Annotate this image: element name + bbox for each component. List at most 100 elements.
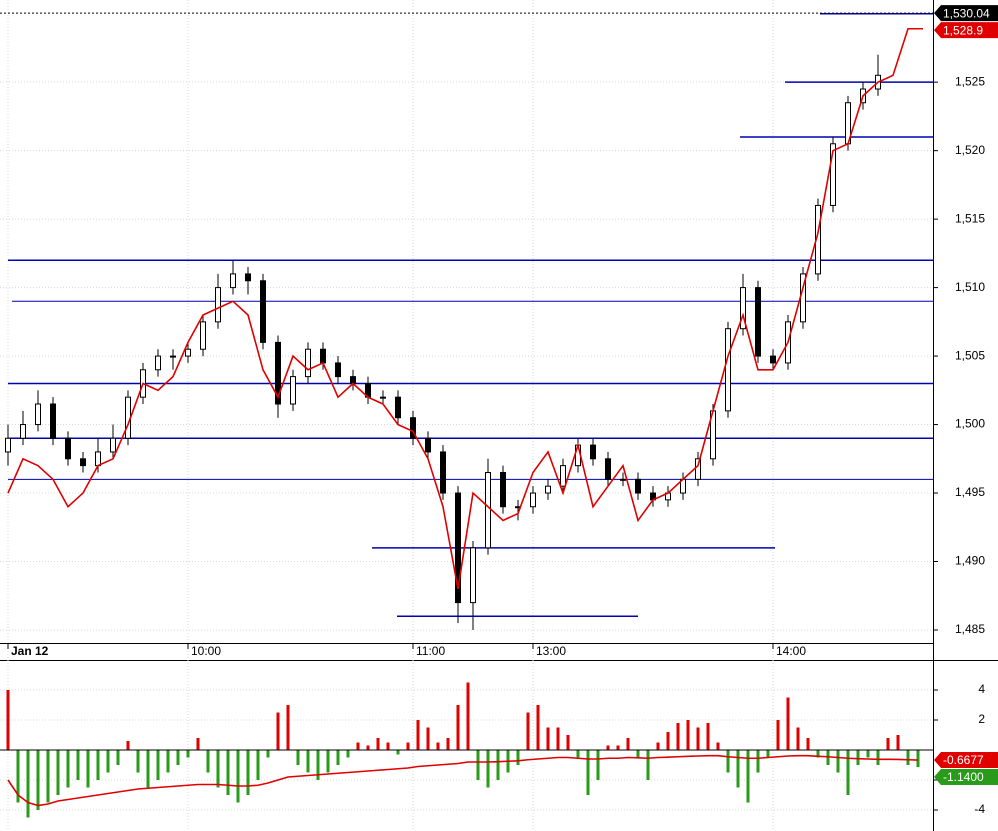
y-tick-label: 1,520 — [955, 143, 985, 157]
candle-body — [5, 437, 11, 453]
bar — [56, 750, 60, 795]
bar — [846, 750, 850, 795]
y-tick-label: 1,485 — [955, 622, 985, 636]
bar — [396, 750, 400, 755]
bar — [286, 705, 290, 750]
bar — [646, 750, 650, 780]
bar — [746, 750, 750, 803]
bar — [526, 712, 530, 750]
bar — [466, 682, 470, 750]
bar — [46, 750, 50, 803]
bar — [196, 738, 200, 750]
x-tick-label: 13:00 — [536, 644, 566, 658]
bar — [216, 750, 220, 788]
bar — [116, 750, 120, 765]
bar — [246, 750, 250, 795]
bar — [626, 738, 630, 750]
bar — [436, 742, 440, 750]
bar — [686, 720, 690, 750]
bar — [146, 750, 150, 788]
candle-body — [500, 471, 506, 508]
bar — [326, 750, 330, 773]
candle-body — [335, 362, 341, 378]
candle-body — [65, 437, 71, 460]
bar — [36, 750, 40, 810]
x-tick-label: Jan 12 — [11, 644, 49, 658]
bar — [446, 738, 450, 750]
candle-body — [830, 143, 836, 206]
bar — [16, 750, 20, 803]
bar — [256, 750, 260, 780]
candle-body — [545, 485, 551, 494]
bar — [786, 697, 790, 750]
candle-body — [770, 355, 776, 364]
candle-body — [95, 451, 101, 467]
bar — [6, 690, 10, 750]
bar — [306, 750, 310, 773]
candle-body — [470, 547, 476, 604]
bar — [486, 750, 490, 788]
marker-label: -0.6677 — [943, 753, 984, 767]
marker-label: 1,530.04 — [943, 6, 990, 20]
candle-body — [635, 478, 641, 494]
bar — [586, 750, 590, 795]
bar — [86, 750, 90, 788]
bar — [876, 750, 880, 765]
bar — [356, 742, 360, 750]
bar — [616, 745, 620, 750]
bar — [176, 750, 180, 765]
bar — [456, 705, 460, 750]
candle-body — [380, 396, 386, 399]
marker-box — [934, 22, 998, 39]
x-tick-label: 14:00 — [776, 644, 806, 658]
bar — [26, 750, 30, 818]
candle-body — [725, 328, 731, 412]
candle-body — [425, 437, 431, 453]
bar — [726, 750, 730, 773]
marker-box — [934, 5, 998, 22]
candle-body — [455, 492, 461, 604]
bar — [66, 750, 70, 788]
bar — [316, 750, 320, 780]
candle-body — [410, 417, 416, 439]
candle-body — [260, 280, 266, 343]
candle-body — [740, 287, 746, 330]
bar — [716, 742, 720, 750]
bar — [266, 750, 270, 758]
bar — [296, 750, 300, 765]
bar — [916, 750, 920, 768]
bar — [426, 727, 430, 750]
candle-body — [560, 465, 566, 487]
y-tick-label: 4 — [978, 682, 985, 696]
x-tick-label: 11:00 — [416, 644, 445, 658]
candle-body — [170, 355, 176, 358]
bar — [376, 738, 380, 750]
y-tick-label: 1,525 — [955, 74, 985, 88]
bar — [796, 727, 800, 750]
bar — [416, 720, 420, 750]
bar — [556, 727, 560, 750]
candle-body — [155, 355, 161, 371]
bar — [206, 750, 210, 773]
candle-body — [80, 458, 86, 467]
bar — [336, 750, 340, 765]
x-tick-label: 10:00 — [191, 644, 221, 658]
marker-label: -1.1400 — [943, 770, 984, 784]
bar — [816, 750, 820, 758]
bar — [156, 750, 160, 780]
candle-body — [695, 458, 701, 480]
bar — [236, 750, 240, 803]
bar — [766, 750, 770, 758]
candle-body — [215, 287, 221, 323]
bar — [536, 705, 540, 750]
candle-body — [320, 348, 326, 364]
candle-body — [35, 403, 41, 426]
bar — [106, 750, 110, 773]
candle-body — [275, 341, 281, 405]
candle-body — [200, 321, 206, 350]
y-tick-label: 1,505 — [955, 348, 985, 362]
candle-body — [230, 273, 236, 289]
